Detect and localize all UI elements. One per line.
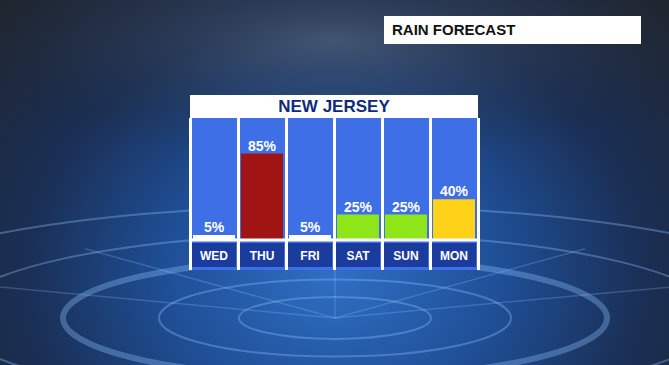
svg-text:THU: THU xyxy=(250,249,275,263)
svg-text:WED: WED xyxy=(200,249,228,263)
svg-text:SAT: SAT xyxy=(346,249,370,263)
svg-text:85%: 85% xyxy=(248,138,277,154)
html-text:RAIN FORECAST: RAIN FORECAST xyxy=(392,21,516,38)
svg-text:40%: 40% xyxy=(440,183,469,199)
svg-text:25%: 25% xyxy=(392,199,421,215)
svg-text:FRI: FRI xyxy=(300,249,319,263)
svg-text:MON: MON xyxy=(440,249,468,263)
html-text:NEW JERSEY: NEW JERSEY xyxy=(278,97,390,116)
svg-text:5%: 5% xyxy=(204,219,225,235)
svg-text:SUN: SUN xyxy=(393,249,418,263)
svg-text:5%: 5% xyxy=(300,219,321,235)
svg-text:25%: 25% xyxy=(344,199,373,215)
